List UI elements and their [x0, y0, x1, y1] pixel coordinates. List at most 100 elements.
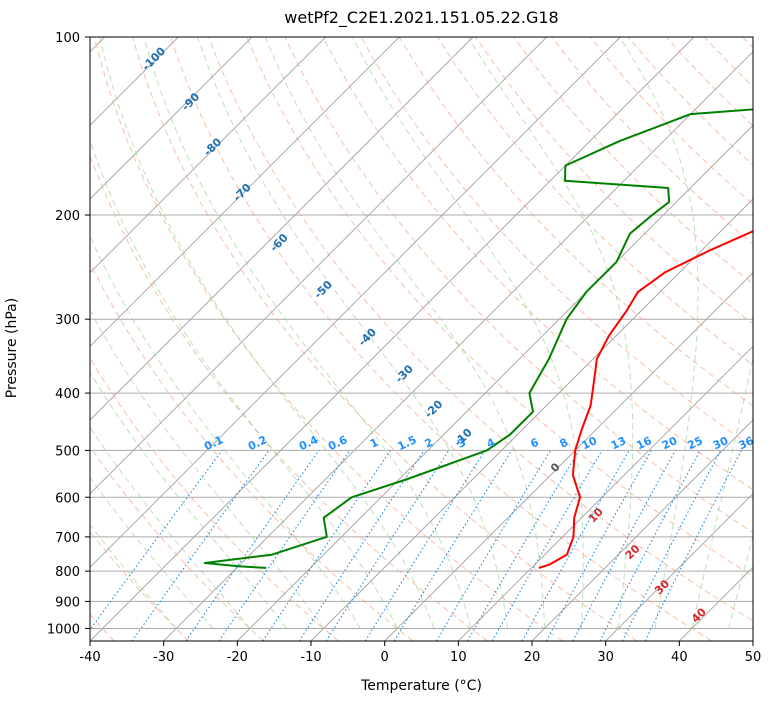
dry-adiabat-line: [93, 37, 563, 641]
isotherm-line: [605, 492, 753, 641]
dry-adiabat-line: [551, 37, 753, 245]
plot-frame: [89, 36, 754, 642]
isotherm-line: [90, 37, 621, 569]
y-tick-label: 800: [55, 565, 80, 580]
moist-adiabat-line: [352, 37, 584, 629]
mixing-ratio-label: 6: [528, 436, 541, 451]
mixing-ratio-label: 8: [558, 436, 570, 451]
moist-adiabat-label: 30: [652, 577, 672, 597]
y-tick-label: 300: [55, 313, 80, 328]
dry-adiabat-label: -20: [422, 397, 445, 420]
dry-adiabat-label: -50: [312, 278, 335, 301]
dry-adiabat-line: [208, 37, 753, 622]
isotherm-line: [457, 345, 753, 641]
mixing-ratio-label: 2: [423, 436, 435, 451]
mixing-ratio-line: [521, 450, 630, 641]
mixing-ratio-label: 16: [634, 434, 654, 452]
y-tick-label: 100: [55, 31, 80, 46]
x-tick-label: 50: [745, 650, 762, 665]
moist-adiabat-line: [467, 37, 634, 629]
moist-adiabat-label: 0: [548, 460, 563, 475]
moist-adiabat-label: 40: [689, 605, 709, 625]
dry-adiabat-label: -70: [231, 181, 254, 204]
x-axis-label: Temperature (°C): [361, 678, 482, 694]
x-tick-label: 20: [524, 650, 541, 665]
moist-adiabat-line: [90, 476, 214, 629]
isotherm-line: [90, 37, 179, 127]
chart-title: wetPf2_C2E1.2021.151.05.22.G18: [284, 8, 559, 27]
mixing-ratio-line: [218, 450, 351, 641]
dry-adiabat-line: [90, 154, 488, 641]
mixing-ratio-label: 30: [711, 434, 731, 452]
moist-adiabat-line: [264, 37, 545, 629]
dry-adiabat-line: [513, 37, 753, 285]
moist-adiabat-line: [197, 37, 509, 629]
dry-adiabat-line: [742, 37, 753, 49]
isotherm-line: [90, 37, 253, 200]
x-tick-label: 10: [450, 650, 467, 665]
dry-adiabat-line: [246, 37, 753, 577]
mixing-ratio-line: [185, 450, 320, 641]
mixing-ratio-label: 13: [609, 434, 628, 452]
moist-adiabat-line: [619, 37, 699, 629]
moist-adiabat-line: [90, 309, 324, 629]
moist-adiabat-line: [728, 534, 753, 629]
y-tick-label: 600: [55, 491, 80, 506]
dry-adiabat-line: [90, 445, 264, 641]
dry-adiabat-line: [322, 37, 753, 491]
x-tick-label: 30: [597, 650, 614, 665]
x-tick-label: -40: [79, 650, 100, 665]
moist-adiabat-line: [691, 355, 753, 629]
mixing-ratio-line: [621, 450, 722, 641]
dry-adiabat-label: -80: [201, 135, 224, 158]
x-tick-label: 0: [381, 650, 389, 665]
dry-adiabat-line: [90, 530, 190, 641]
mixing-ratio-label: 10: [580, 434, 600, 452]
mixing-ratio-line: [364, 450, 486, 641]
mixing-ratio-label: 20: [660, 434, 680, 452]
isotherm-line: [752, 640, 753, 641]
dry-adiabat-label: -30: [393, 362, 416, 385]
dry-adiabat-line: [90, 357, 339, 641]
mixing-ratio-line: [90, 450, 223, 631]
mixing-ratio-line: [393, 450, 513, 641]
y-tick-label: 500: [55, 444, 80, 459]
dry-adiabat-line: [703, 37, 753, 88]
isotherm-line: [90, 37, 400, 348]
mixing-ratio-line: [325, 450, 450, 641]
y-tick-label: 200: [55, 209, 80, 224]
dry-adiabat-label: -40: [356, 325, 379, 348]
moist-adiabat-line: [90, 234, 361, 629]
y-tick-label: 900: [55, 595, 80, 610]
moist-adiabat-label: 10: [586, 505, 606, 525]
y-tick-label: 400: [55, 387, 80, 402]
moist-adiabat-line: [99, 37, 435, 629]
mixing-ratio-line: [435, 450, 552, 641]
isotherm-line: [236, 124, 753, 641]
isotherm-line: [90, 37, 548, 495]
dry-adiabat-line: [284, 37, 753, 534]
isotherm-line: [531, 419, 753, 641]
mixing-ratio-label: 36: [736, 434, 756, 452]
isotherm-line: [90, 37, 327, 274]
mixing-ratio-line: [262, 450, 391, 641]
mixing-ratio-line: [572, 450, 676, 641]
mixing-ratio-line: [131, 450, 270, 641]
mixing-ratio-line: [545, 450, 652, 641]
isotherm-line: [163, 50, 753, 641]
profile-line-1: [203, 108, 753, 569]
y-axis-label-wrap: Pressure (hPa): [2, 298, 22, 398]
x-tick-label: 40: [671, 650, 688, 665]
mixing-ratio-label: 25: [685, 434, 704, 452]
moist-adiabat-line: [90, 523, 177, 629]
moist-adiabat-line: [90, 426, 251, 629]
moist-adiabat-line: [90, 138, 398, 629]
isotherm-line: [90, 37, 695, 641]
mixing-ratio-label: 1: [368, 436, 380, 451]
mixing-ratio-line: [599, 450, 701, 641]
mixing-ratio-line: [644, 450, 742, 641]
moist-adiabat-line: [143, 37, 472, 629]
x-tick-label: -30: [153, 650, 174, 665]
isotherm-line: [678, 566, 753, 641]
x-tick-label: -10: [300, 650, 321, 665]
